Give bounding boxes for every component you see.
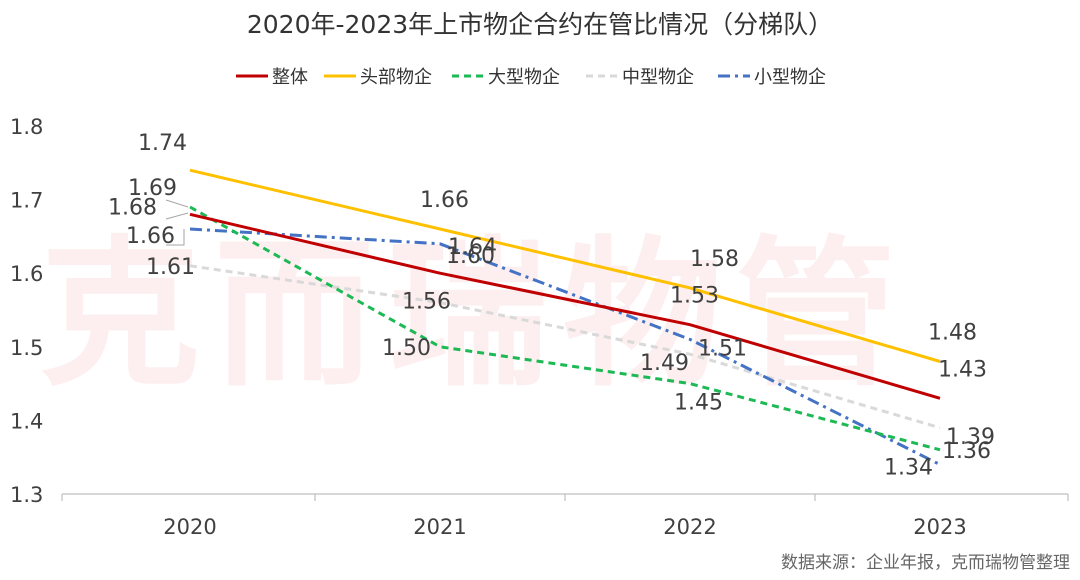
y-tick-label: 1.7 [10,189,43,213]
label-leader-line [165,199,189,208]
data-label: 1.50 [382,336,431,361]
y-tick-label: 1.5 [10,336,43,360]
data-label: 1.36 [942,439,991,464]
data-label: 1.53 [670,284,719,309]
data-label: 1.48 [928,321,977,346]
x-tick-label: 2020 [163,515,216,539]
legend-label: 头部物企 [360,67,432,88]
y-tick-label: 1.6 [10,262,43,286]
data-label: 1.64 [448,235,497,260]
data-label: 1.49 [640,351,689,376]
data-label: 1.43 [938,357,987,382]
chart-title: 2020年-2023年上市物企合约在管比情况（分梯队） [247,10,833,39]
data-label: 1.60 [446,244,495,269]
x-tick-label: 2021 [413,515,466,539]
legend-label: 小型物企 [754,67,826,88]
data-label: 1.66 [420,188,469,213]
data-label: 1.69 [128,176,177,201]
data-label: 1.45 [674,391,723,416]
legend-label: 大型物企 [488,67,560,88]
series-lines [189,168,941,466]
source-note: 数据来源：企业年报，克而瑞物管整理 [781,553,1070,573]
x-tick-label: 2022 [663,515,716,539]
y-tick-label: 1.3 [10,483,43,507]
series-line [189,205,941,452]
data-label: 1.58 [690,247,739,272]
series-line [189,264,941,430]
label-leader-line [166,229,185,246]
data-label: 1.39 [946,425,995,450]
legend-label: 整体 [272,67,308,88]
data-label: 1.74 [138,131,187,156]
data-label: 1.56 [402,290,451,315]
series-line [189,212,941,400]
x-tick-label: 2023 [913,515,966,539]
y-tick-label: 1.8 [10,115,43,139]
data-label: 1.34 [884,456,933,481]
legend-label: 中型物企 [622,67,694,88]
data-label: 1.51 [698,336,747,361]
legend: 整体 头部物企 大型物企 中型物企 小型物企 [236,67,826,88]
data-label: 1.68 [108,195,157,220]
watermark: 克而瑞物管 [40,221,910,408]
series-line [189,168,941,363]
axes: 2020 2021 2022 2023 1.3 1.4 1.5 1.6 1.7 1.8 [10,115,1069,539]
label-leader-line [165,212,189,220]
data-labels: 1.68 1.60 1.53 1.43 1.74 1.66 1.58 1.48 1.69 1.50… [108,131,995,480]
data-label: 1.61 [146,255,195,280]
y-tick-label: 1.4 [10,409,43,433]
series-line [189,227,941,466]
